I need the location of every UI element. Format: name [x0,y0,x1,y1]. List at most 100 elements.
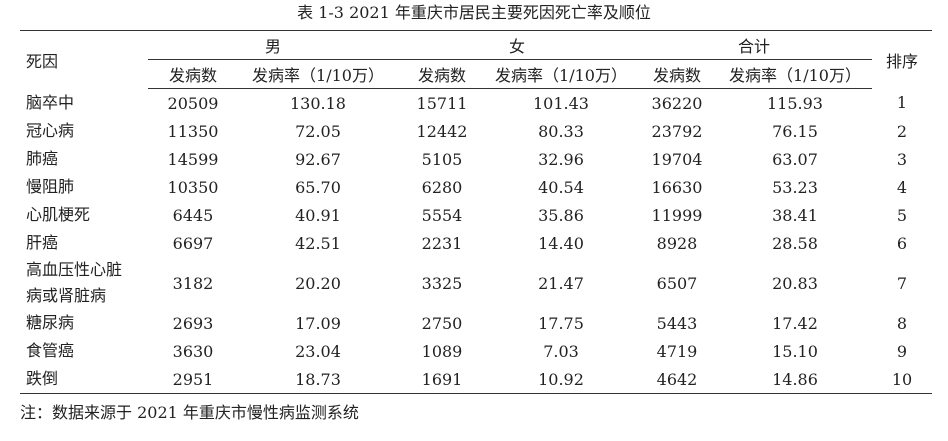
table-cell: 7.03 [543,341,579,361]
subheader: 发病率（1/10万） [486,59,636,89]
table-body: 脑卒中 20509 130.18 15711 101.43 36220 115.93 1 冠心病… [20,89,932,394]
subheader: 发病数 [398,59,486,89]
cause-cell: 跌倒 [20,365,148,394]
table-cell: 63.07 [772,149,818,169]
table-cell: 5443 [656,313,698,333]
table-cell: 40.91 [295,205,341,225]
table-title: 表 1-3 2021 年重庆市居民主要死因死亡率及顺位 [297,3,651,22]
table-cell: 6697 [172,233,214,253]
table-cell: 20.83 [772,273,818,293]
table-row: 脑卒中 20509 130.18 15711 101.43 36220 115.93 1 [20,89,932,118]
table-cell: 2231 [421,233,463,253]
footnote: 注：数据来源于 2021 年重庆市慢性病监测系统 [20,403,359,422]
table-row: 慢阻肺 10350 65.70 6280 40.54 16630 53.23 4 [20,173,932,201]
cause-name: 高血压性心脏病或肾脏病 [26,260,123,305]
table-cell: 5105 [421,149,463,169]
table-cell: 6 [896,233,908,253]
table-cell: 9 [896,341,908,361]
table-cell: 3182 [172,273,214,293]
cause-cell: 高血压性心脏病或肾脏病 [20,257,148,309]
cause-cell: 脑卒中 [20,89,148,118]
table-row: 跌倒 2951 18.73 1691 10.92 4642 14.86 10 [20,365,932,394]
table-cell: 12442 [416,121,468,141]
subheader: 发病率（1/10万） [238,59,398,89]
header-row: 发病数 发病率（1/10万） 发病数 发病率（1/10万） 发病数 发病率（1/10万） [20,59,932,89]
subheader: 发病率（1/10万） [718,59,872,89]
table-cell: 2693 [172,313,214,333]
table-row: 肺癌 14599 92.67 5105 32.96 19704 63.07 3 [20,145,932,173]
table-cell: 1 [896,93,908,113]
cause-cell: 心肌梗死 [20,201,148,229]
table-cell: 42.51 [295,233,341,253]
table-cell: 28.58 [772,233,818,253]
cause-name: 肺癌 [26,149,59,168]
table-cell: 17.09 [295,313,341,333]
table-cell: 20509 [167,93,219,113]
table-cell: 2 [896,121,908,141]
subheader: 发病数 [636,59,718,89]
group-header: 女 [398,30,636,60]
table-cell: 17.42 [772,313,818,333]
table-cell: 7 [896,273,908,293]
table-cell: 101.43 [533,93,589,113]
table-cell: 32.96 [538,149,584,169]
table-row: 食管癌 3630 23.04 1089 7.03 4719 15.10 9 [20,337,932,365]
table-cell: 3 [896,149,908,169]
data-table: 死因男女合计 排序 发病数 发病率（1/10万） 发病数 发病率（1/10万） 发病数 发病… [20,30,932,394]
table-cell: 3630 [172,341,214,361]
table-cell: 15711 [416,93,468,113]
table-cell: 38.41 [772,205,818,225]
cause-cell: 肝癌 [20,229,148,257]
group-header: 男 [148,30,398,60]
header-cell: 排序 [885,51,918,71]
table-cell: 53.23 [772,177,818,197]
cause-name: 慢阻肺 [26,177,75,196]
table-cell: 3325 [421,273,463,293]
table-row: 心肌梗死 6445 40.91 5554 35.86 11999 38.41 5 [20,201,932,229]
table-cell: 115.93 [767,93,823,113]
table-cell: 6280 [421,177,463,197]
table-row: 肝癌 6697 42.51 2231 14.40 8928 28.58 6 [20,229,932,257]
table-cell: 76.15 [772,121,818,141]
table-cell: 10.92 [538,369,584,389]
table-cell: 20.20 [295,273,341,293]
table-cell: 65.70 [295,177,341,197]
table-cell: 5 [896,205,908,225]
cause-name: 脑卒中 [26,92,75,112]
header-cell: 死因 [26,51,59,71]
table-cell: 14599 [167,149,219,169]
cause-name: 肝癌 [26,233,59,252]
table-cell: 11350 [167,121,219,141]
header-row: 死因 男女合计 排序 [20,30,932,71]
table-head: 死因男女合计 排序 发病数 发病率（1/10万） 发病数 发病率（1/10万） 发病数 发病… [20,30,932,89]
cause-cell: 慢阻肺 [20,173,148,201]
cause-cell: 冠心病 [20,117,148,145]
cause-name: 跌倒 [26,369,59,388]
cause-cell: 食管癌 [20,337,148,365]
table-row: 冠心病 11350 72.05 12442 80.33 23792 76.15 2 [20,117,932,145]
table-cell: 10350 [167,177,219,197]
table-cell: 2750 [421,313,463,333]
table-cell: 130.18 [290,93,346,113]
table-cell: 92.67 [295,149,341,169]
table-cell: 17.75 [538,313,584,333]
table-cell: 35.86 [538,205,584,225]
cause-cell: 糖尿病 [20,309,148,337]
table-cell: 21.47 [538,273,584,293]
table-cell: 23792 [651,121,703,141]
table-row: 糖尿病 2693 17.09 2750 17.75 5443 17.42 8 [20,309,932,337]
cause-name: 心肌梗死 [26,205,91,224]
table-cell: 19704 [651,149,703,169]
table-cell: 15.10 [772,341,818,361]
cause-name: 食管癌 [26,341,75,360]
table-cell: 6507 [656,273,698,293]
table-cell: 72.05 [295,121,341,141]
table-cell: 6445 [172,205,214,225]
subheader: 发病数 [148,59,238,89]
table-cell: 5554 [421,205,463,225]
table-cell: 23.04 [295,341,341,361]
table-cell: 18.73 [295,369,341,389]
table-cell: 8 [896,313,908,333]
table-row: 高血压性心脏病或肾脏病 3182 20.20 3325 21.47 6507 20.83 7 [20,257,932,309]
